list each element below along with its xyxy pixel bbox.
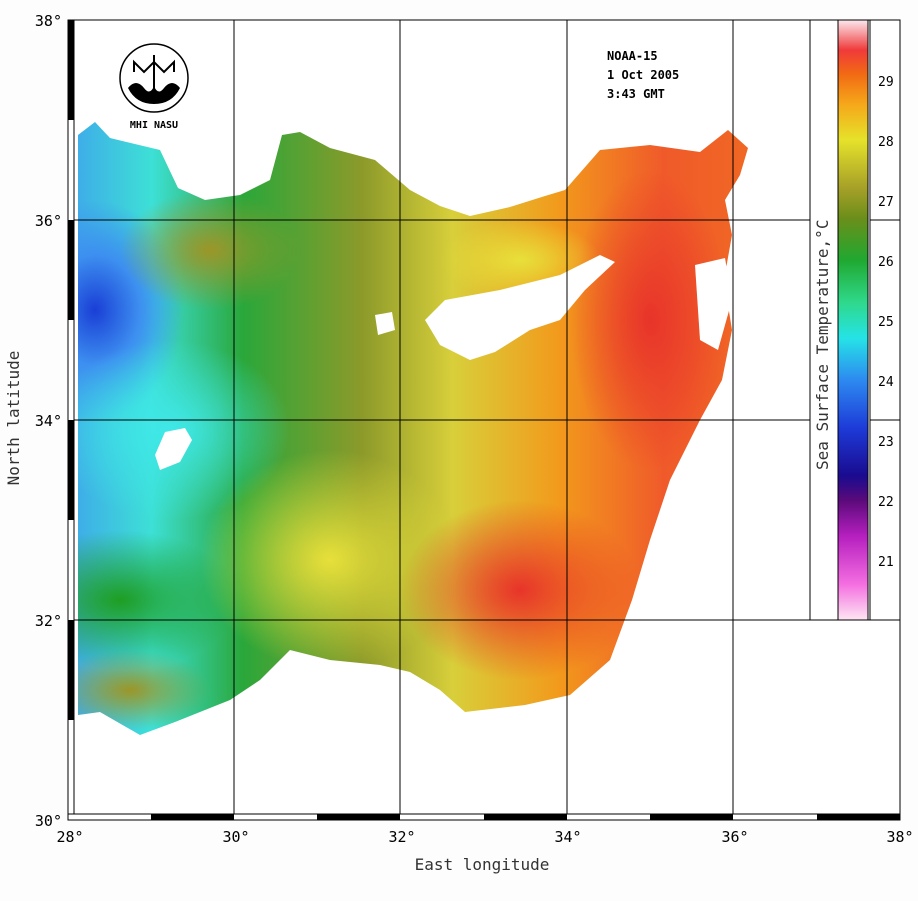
colorbar-label: 27: [878, 195, 894, 210]
cloud-patch: [375, 312, 395, 335]
cloud-patch: [155, 428, 192, 470]
lat-tick-labels: 38° 36° 34° 32° 30°: [35, 12, 62, 830]
lon-tick-label: 38°: [886, 828, 913, 846]
colorbar: [837, 19, 869, 621]
time-label: 3:43 GMT: [607, 87, 665, 101]
lat-tick-label: 38°: [35, 12, 62, 30]
colorbar-label: 25: [878, 315, 894, 330]
lat-tick-label: 30°: [35, 812, 62, 830]
lon-tick-label: 28°: [56, 828, 83, 846]
lat-tick-label: 36°: [35, 212, 62, 230]
graticule: [68, 20, 900, 820]
satellite-label: NOAA-15: [607, 49, 658, 63]
y-axis-title: North latitude: [4, 351, 23, 486]
colorbar-label: 23: [878, 435, 894, 450]
date-label: 1 Oct 2005: [607, 68, 679, 82]
lat-tick-label: 32°: [35, 612, 62, 630]
colorbar-label: 21: [878, 555, 894, 570]
colorbar-label: 29: [878, 75, 894, 90]
coast-land: [695, 258, 732, 350]
colorbar-label: 22: [878, 495, 894, 510]
colorbar-label: 26: [878, 255, 894, 270]
lon-tick-label: 32°: [388, 828, 415, 846]
mhi-nasu-logo: MHI NASU: [119, 43, 189, 131]
lat-scale-bar: [67, 19, 75, 821]
lon-tick-label: 30°: [222, 828, 249, 846]
lat-tick-label: 34°: [35, 412, 62, 430]
lon-scale-bar: [67, 813, 901, 821]
lon-tick-labels: 28° 30° 32° 34° 36° 38°: [56, 828, 913, 846]
sst-field: [78, 122, 748, 735]
colorbar-label: 28: [878, 135, 894, 150]
legend-title: Sea Surface Temperature,°C: [813, 220, 832, 470]
colorbar-labels: 29 28 27 26 25 24 23 22 21: [878, 75, 894, 570]
colorbar-label: 24: [878, 375, 894, 390]
lon-tick-label: 34°: [554, 828, 581, 846]
x-axis-title: East longitude: [415, 855, 550, 874]
lon-tick-label: 36°: [721, 828, 748, 846]
logo-text: MHI NASU: [130, 120, 178, 131]
